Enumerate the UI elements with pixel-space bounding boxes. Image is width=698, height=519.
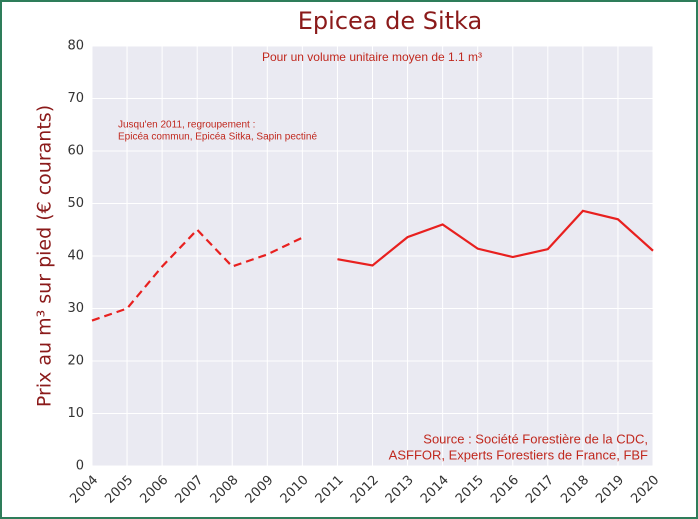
y-tick-label: 70 [67,91,84,106]
y-tick-label: 10 [67,406,84,421]
source: ASFFOR, Experts Forestiers de France, FB… [389,447,648,462]
y-tick-label: 80 [67,39,84,54]
chart-title: Epicea de Sitka [298,7,483,35]
annotation: Jusqu'en 2011, regroupement : [118,120,255,131]
y-tick-label: 30 [67,301,84,316]
y-tick-label: 50 [67,196,84,211]
annotation: Epicéa commun, Epicéa Sitka, Sapin pecti… [118,132,317,143]
y-axis-label: Prix au m³ sur pied (€ courants) [34,105,56,407]
source: Source : Société Forestière de la CDC, [423,431,648,446]
subtitle: Pour un volume unitaire moyen de 1.1 m³ [262,50,482,64]
y-tick-label: 0 [76,459,84,474]
y-tick-label: 60 [67,144,84,159]
y-tick-label: 20 [67,354,84,369]
series-line [337,209,654,267]
y-tick-label: 40 [67,249,84,264]
